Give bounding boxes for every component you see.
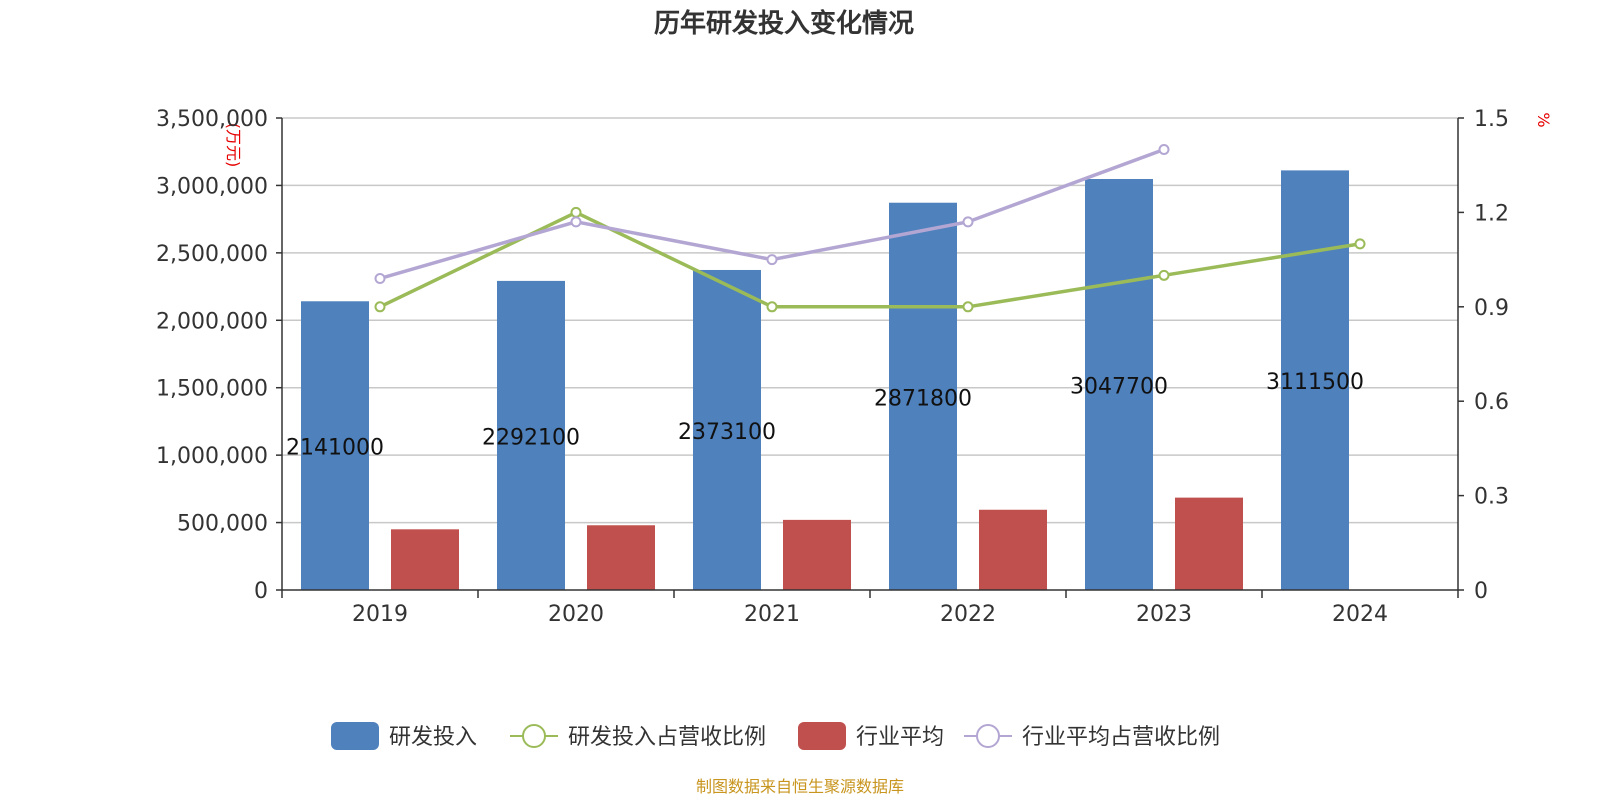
legend-swatch-marker — [522, 724, 546, 748]
bar — [1085, 178, 1153, 590]
line-point — [962, 216, 974, 228]
right-axis-tick-label: 0.6 — [1474, 390, 1509, 415]
line-point — [570, 216, 582, 228]
legend-swatch — [798, 722, 846, 750]
data-label: 2373100 — [678, 420, 776, 445]
bar — [889, 202, 957, 590]
data-label: 3111500 — [1266, 370, 1364, 395]
gridlines — [282, 117, 1458, 524]
bar — [587, 525, 655, 590]
left-axis-tick-label: 2,500,000 — [156, 242, 268, 267]
data-label: 2871800 — [874, 386, 972, 411]
left-axis-tick-label: 500,000 — [177, 512, 268, 537]
right-axis-unit: % — [1534, 112, 1553, 127]
legend-label: 研发投入 — [389, 725, 477, 750]
left-axis-tick-label: 3,500,000 — [156, 107, 268, 132]
lines — [374, 143, 1366, 313]
left-axis-unit: (万元) — [224, 123, 243, 168]
bar — [693, 269, 761, 590]
x-axis-tick-label: 2022 — [940, 602, 996, 627]
bar — [979, 509, 1047, 590]
bar — [497, 280, 565, 590]
line-series — [379, 210, 1361, 309]
bar — [783, 519, 851, 590]
bar — [391, 529, 459, 590]
x-axis-tick-label: 2023 — [1136, 602, 1192, 627]
left-axis-tick-label: 1,500,000 — [156, 377, 268, 402]
left-axis-tick-label: 3,000,000 — [156, 174, 268, 199]
legend-label: 行业平均 — [856, 725, 944, 750]
axes: 0 500,000 1,000,000 1,500,000 2,000,000 2,500… — [156, 107, 1509, 627]
legend: 研发投入 研发投入占营收比例 行业平均 行业平均占营收比例 — [331, 722, 1220, 750]
line-point — [1158, 269, 1170, 281]
line-point — [374, 272, 386, 284]
line-point — [570, 206, 582, 218]
right-axis-tick-label: 0.3 — [1474, 485, 1509, 510]
x-axis-tick-label: 2020 — [548, 602, 604, 627]
legend-label: 行业平均占营收比例 — [1022, 725, 1220, 750]
x-axis-tick-label: 2024 — [1332, 602, 1388, 627]
line-point — [962, 301, 974, 313]
legend-swatch — [331, 722, 379, 750]
legend-swatch-marker — [976, 724, 1000, 748]
source-note: 制图数据来自恒生聚源数据库 — [696, 777, 904, 796]
right-axis-tick-label: 1.2 — [1474, 201, 1509, 226]
legend-label: 研发投入占营收比例 — [568, 725, 766, 750]
x-axis-tick-label: 2019 — [352, 602, 408, 627]
bars — [301, 170, 1349, 590]
line-point — [374, 301, 386, 313]
right-axis-tick-label: 0 — [1474, 579, 1488, 604]
right-axis-tick-label: 0.9 — [1474, 296, 1509, 321]
bar — [1175, 497, 1243, 590]
bar — [1281, 170, 1349, 590]
left-axis-tick-label: 0 — [254, 579, 268, 604]
data-labels: 2141000 2292100 2373100 2871800 3047700 31115… — [286, 370, 1364, 460]
left-axis-tick-label: 1,000,000 — [156, 444, 268, 469]
line-point — [766, 254, 778, 266]
left-axis-tick-label: 2,000,000 — [156, 309, 268, 334]
x-axis-tick-label: 2021 — [744, 602, 800, 627]
data-label: 2292100 — [482, 425, 580, 450]
line-point — [1354, 238, 1366, 250]
line-point — [1158, 143, 1170, 155]
chart-title: 历年研发投入变化情况 — [654, 8, 914, 39]
data-label: 3047700 — [1070, 374, 1168, 399]
data-label: 2141000 — [286, 436, 384, 461]
bar — [301, 301, 369, 590]
line-point — [766, 301, 778, 313]
right-axis-tick-label: 1.5 — [1474, 107, 1509, 132]
